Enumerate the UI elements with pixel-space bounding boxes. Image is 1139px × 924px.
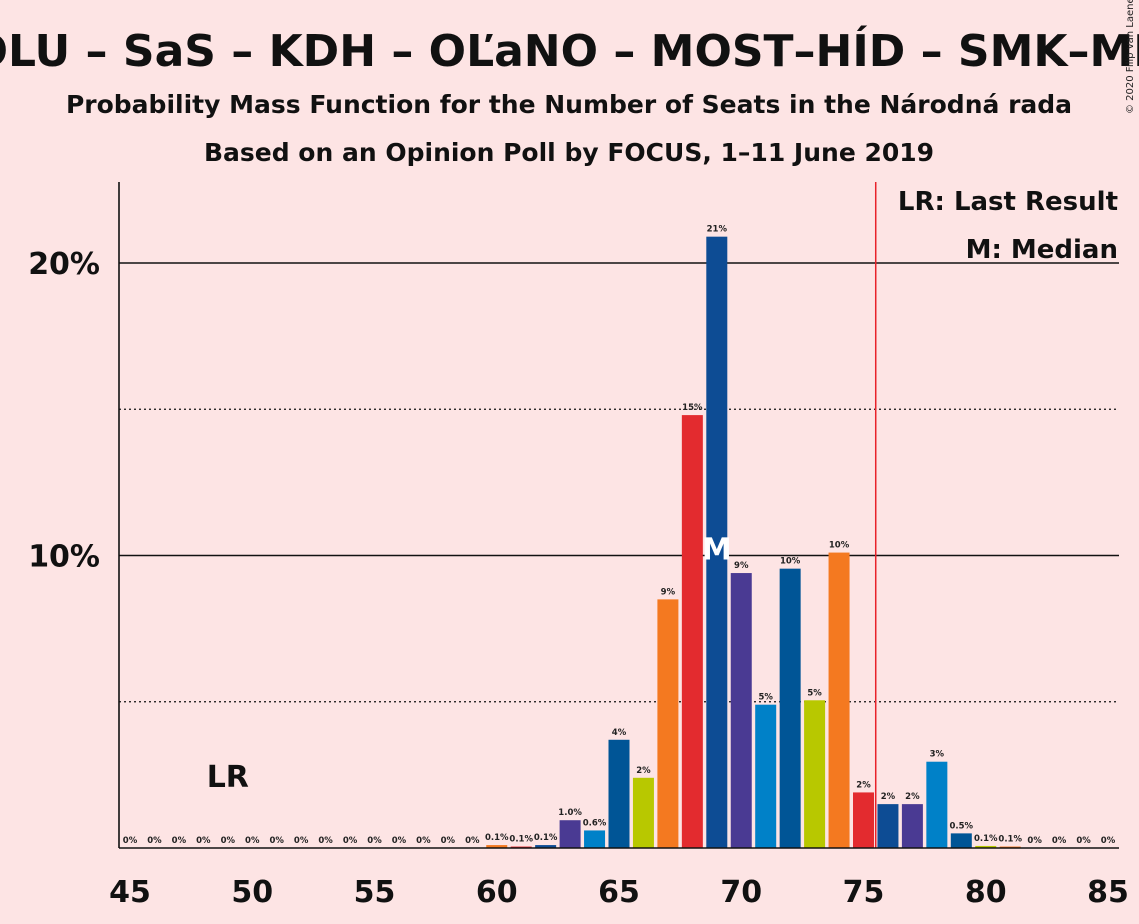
bar-seat-72: [779, 568, 801, 848]
median-marker: M: [702, 533, 732, 568]
bar-labels-group: 0% 0% 0% 0% 0% 0% 0% 0% 0% 0% 0% 0% 0% 0% 0% 0.1% 0.1% 0.…: [123, 225, 1116, 846]
bar-label-seat-79: 0.5%: [950, 821, 974, 831]
x-tick-label-45: 45: [109, 875, 151, 910]
bar-label-seat-77: 2%: [905, 792, 920, 802]
x-tick-label-70: 70: [720, 875, 762, 910]
y-tick-label-20: 20%: [28, 247, 100, 282]
bar-label-seat-76: 2%: [881, 792, 896, 802]
bar-label-seat-59: 0%: [465, 836, 480, 846]
bar-label-seat-82: 0%: [1027, 836, 1042, 846]
bar-seat-73: [804, 700, 826, 848]
x-tick-label-50: 50: [231, 875, 273, 910]
bar-label-seat-68: 15%: [682, 403, 703, 413]
bar-seat-75: [853, 792, 874, 848]
bar-label-seat-72: 10%: [780, 557, 801, 567]
bar-label-seat-52: 0%: [294, 836, 309, 846]
bar-label-seat-45: 0%: [123, 836, 138, 846]
bar-label-seat-48: 0%: [196, 836, 211, 846]
bar-label-seat-71: 5%: [758, 693, 773, 703]
bar-seat-66: [632, 777, 654, 848]
bar-seat-60: [486, 845, 508, 848]
x-tick-label-60: 60: [476, 875, 518, 910]
bar-label-seat-46: 0%: [147, 836, 162, 846]
grid-lines: [119, 262, 1119, 703]
bar-label-seat-84: 0%: [1076, 836, 1091, 846]
last-result-marker: LR: [207, 760, 249, 795]
bar-label-seat-65: 4%: [612, 728, 627, 738]
bar-label-seat-57: 0%: [416, 836, 431, 846]
bar-seat-76: [877, 804, 899, 848]
bar-label-seat-54: 0%: [343, 836, 358, 846]
axes-group: 45 50 55 60 65 70 75 80 85 10% 20%: [28, 182, 1129, 910]
bar-seat-70: [730, 573, 752, 848]
legend-last-result: LR: Last Result: [898, 187, 1118, 217]
markers-group: LR M: [207, 533, 732, 796]
x-tick-label-80: 80: [965, 875, 1007, 910]
bar-label-seat-61: 0.1%: [509, 835, 533, 845]
bar-label-seat-63: 1.0%: [558, 808, 582, 818]
bar-seat-80: [975, 845, 997, 848]
x-tick-label-55: 55: [354, 875, 396, 910]
chart-subtitle-2: Based on an Opinion Poll by FOCUS, 1–11 …: [204, 138, 934, 167]
bar-label-seat-49: 0%: [221, 836, 236, 846]
bar-label-seat-66: 2%: [636, 766, 651, 776]
x-tick-label-85: 85: [1087, 875, 1129, 910]
x-tick-label-75: 75: [843, 875, 885, 910]
bar-seat-62: [535, 845, 557, 848]
bar-seat-79: [950, 833, 972, 848]
legend-median: M: Median: [966, 235, 1118, 265]
bar-label-seat-62: 0.1%: [534, 833, 558, 843]
copyright-text: © 2020 Filip van Laenen: [1125, 0, 1136, 114]
chart-title: POLU – SaS – KDH – OĽaNO – MOST–HÍD – SM…: [0, 24, 1139, 77]
bar-seat-65: [608, 739, 630, 848]
bar-label-seat-74: 10%: [829, 541, 850, 551]
y-tick-label-10: 10%: [28, 540, 100, 575]
bar-label-seat-78: 3%: [930, 750, 945, 760]
bar-label-seat-73: 5%: [807, 688, 822, 698]
bar-label-seat-81: 0.1%: [998, 835, 1022, 845]
bar-seat-67: [657, 599, 679, 848]
bar-label-seat-70: 9%: [734, 561, 749, 571]
bar-seat-69: [706, 236, 728, 849]
bar-label-seat-69: 21%: [707, 225, 728, 235]
bar-label-seat-64: 0.6%: [583, 818, 607, 828]
bar-seat-68: [681, 415, 703, 848]
bar-seat-64: [584, 830, 606, 848]
bar-label-seat-58: 0%: [441, 836, 456, 846]
bar-label-seat-47: 0%: [172, 836, 187, 846]
bar-label-seat-75: 2%: [856, 780, 871, 790]
x-tick-label-65: 65: [598, 875, 640, 910]
bar-seat-78: [926, 761, 948, 848]
bar-label-seat-56: 0%: [392, 836, 407, 846]
bars-group: [486, 182, 1021, 849]
bar-seat-71: [755, 704, 777, 848]
bar-seat-63: [559, 820, 581, 848]
bar-label-seat-80: 0.1%: [974, 834, 998, 844]
bar-label-seat-67: 9%: [661, 587, 676, 597]
chart-subtitle: Probability Mass Function for the Number…: [66, 90, 1072, 119]
bar-label-seat-51: 0%: [269, 836, 284, 846]
bar-label-seat-53: 0%: [318, 836, 333, 846]
bar-label-seat-60: 0.1%: [485, 833, 509, 843]
bar-seat-77: [901, 804, 923, 848]
bar-label-seat-85: 0%: [1101, 836, 1116, 846]
bar-seat-74: [828, 552, 850, 848]
bar-label-seat-50: 0%: [245, 836, 260, 846]
bar-label-seat-83: 0%: [1052, 836, 1067, 846]
bar-label-seat-55: 0%: [367, 836, 382, 846]
